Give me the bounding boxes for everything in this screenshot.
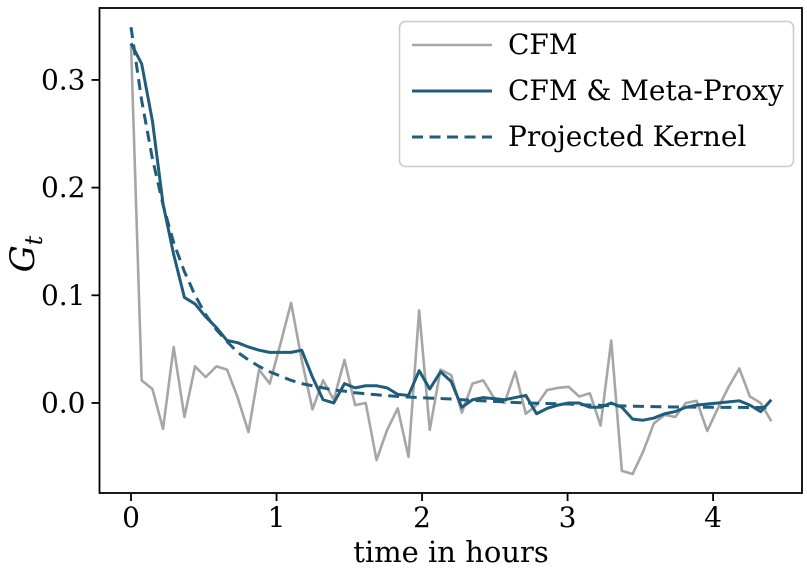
y-tick-label: 0.1: [41, 279, 86, 312]
legend-entry-cfm: CFM: [412, 28, 578, 61]
legend-label-cfm-meta-proxy: CFM & Meta-Proxy: [508, 74, 784, 107]
y-axis-label: Gt: [3, 235, 48, 272]
series-layer: [129, 26, 773, 476]
x-axis-label: time in hours: [353, 535, 549, 569]
legend-entry-cfm-meta-proxy: CFM & Meta-Proxy: [412, 74, 784, 107]
x-tick-label: 2: [413, 501, 431, 534]
y-axis-label-sub: t: [20, 235, 48, 245]
legend: CFM CFM & Meta-Proxy Projected Kernel: [398, 20, 795, 168]
y-tick-label: 0.2: [41, 171, 86, 204]
y-tick-label: 0.0: [41, 386, 86, 419]
x-tick-label: 0: [122, 501, 140, 534]
y-tick-label: 0.3: [41, 63, 86, 96]
y-axis-label-main: G: [3, 245, 43, 272]
series-line-cfm-meta-proxy: [129, 42, 773, 422]
x-tick-label: 4: [704, 501, 722, 534]
series-line-projected-kernel: [129, 26, 772, 409]
legend-entry-projected-kernel: Projected Kernel: [412, 120, 746, 153]
plot-frame: [98, 7, 803, 494]
legend-label-projected-kernel: Projected Kernel: [508, 120, 746, 153]
ticks-layer: 0 1 2 3 4 0.0 0.1 0.2 0.3: [41, 63, 722, 534]
x-tick-label: 1: [268, 501, 286, 534]
legend-box: [398, 20, 795, 168]
legend-label-cfm: CFM: [508, 28, 578, 61]
x-tick-label: 3: [559, 501, 577, 534]
